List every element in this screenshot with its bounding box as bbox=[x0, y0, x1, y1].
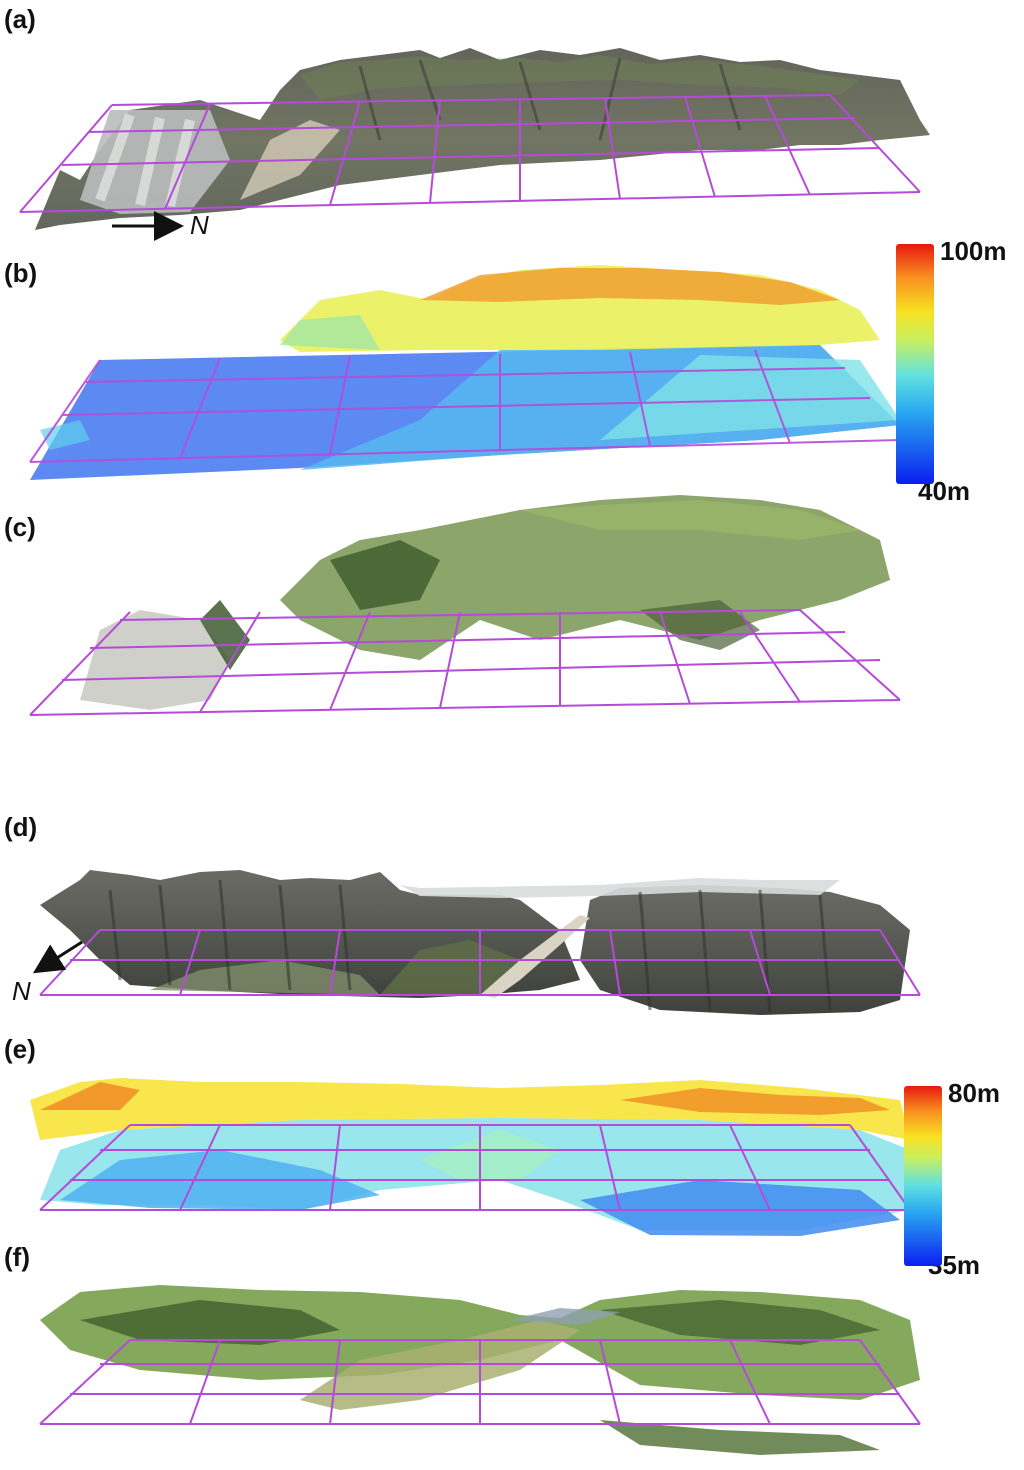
panel-a-grid bbox=[19, 94, 921, 213]
colorbar-max-e: 80m bbox=[948, 1078, 1001, 1108]
panel-b-grid bbox=[29, 349, 901, 463]
colorbar-e bbox=[904, 1086, 942, 1266]
panel-d-terrain bbox=[40, 870, 910, 1015]
panel-d-grid bbox=[39, 929, 921, 996]
colorbar-b bbox=[896, 244, 934, 484]
panel-c-pointcloud bbox=[80, 495, 890, 710]
panel-label-f: (f) bbox=[4, 1242, 30, 1272]
north-label-a: N bbox=[190, 210, 209, 240]
panel-e-pointcloud bbox=[30, 1078, 910, 1236]
north-label-d: N bbox=[12, 976, 31, 1006]
panel-c-grid bbox=[29, 609, 901, 716]
panel-label-e: (e) bbox=[4, 1034, 36, 1064]
panel-label-a: (a) bbox=[4, 4, 36, 34]
panel-label-d: (d) bbox=[4, 812, 38, 842]
panel-label-c: (c) bbox=[4, 512, 36, 542]
north-arrow-d bbox=[32, 940, 83, 974]
panel-label-b: (b) bbox=[4, 258, 38, 288]
colorbar-max-b: 100m bbox=[940, 236, 1007, 266]
panel-f-grid bbox=[39, 1339, 921, 1425]
panel-e-grid bbox=[39, 1124, 911, 1211]
panel-b-pointcloud bbox=[30, 265, 900, 480]
